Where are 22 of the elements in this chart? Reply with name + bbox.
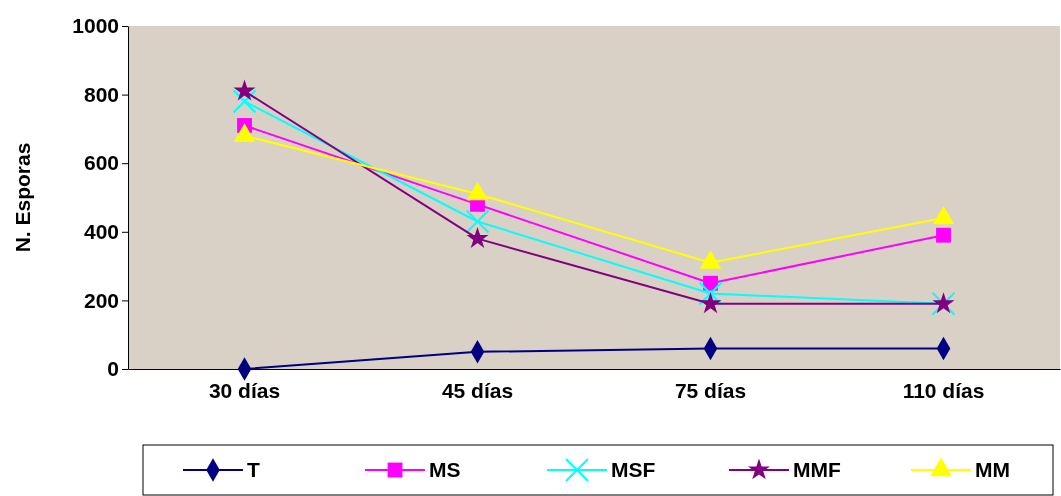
y-tick-label: 400: [83, 220, 119, 244]
legend-label: MSF: [611, 458, 656, 481]
point: [699, 292, 722, 314]
point: [936, 227, 951, 243]
y-tick-label: 800: [83, 82, 119, 106]
x-tick-label: 45 días: [441, 378, 514, 402]
point: [466, 227, 489, 249]
x-tick-label: 30 días: [208, 378, 281, 402]
y-axis-title: N. Esporas: [11, 142, 34, 253]
y-tick-label: 600: [83, 151, 119, 175]
x-tick-label: 75 días: [674, 378, 747, 402]
y-tick-label: 200: [83, 288, 119, 312]
y-tick-label: 1000: [72, 14, 119, 38]
y-tick-label: 0: [107, 357, 119, 381]
point: [465, 209, 490, 234]
x-tick-label: 110 días: [902, 378, 985, 402]
legend-label: MM: [975, 458, 1010, 481]
point: [232, 89, 257, 114]
point: [233, 79, 256, 101]
legend-label: MS: [429, 458, 461, 481]
legend-label: MMF: [793, 458, 841, 481]
legend-label: T: [247, 458, 260, 481]
